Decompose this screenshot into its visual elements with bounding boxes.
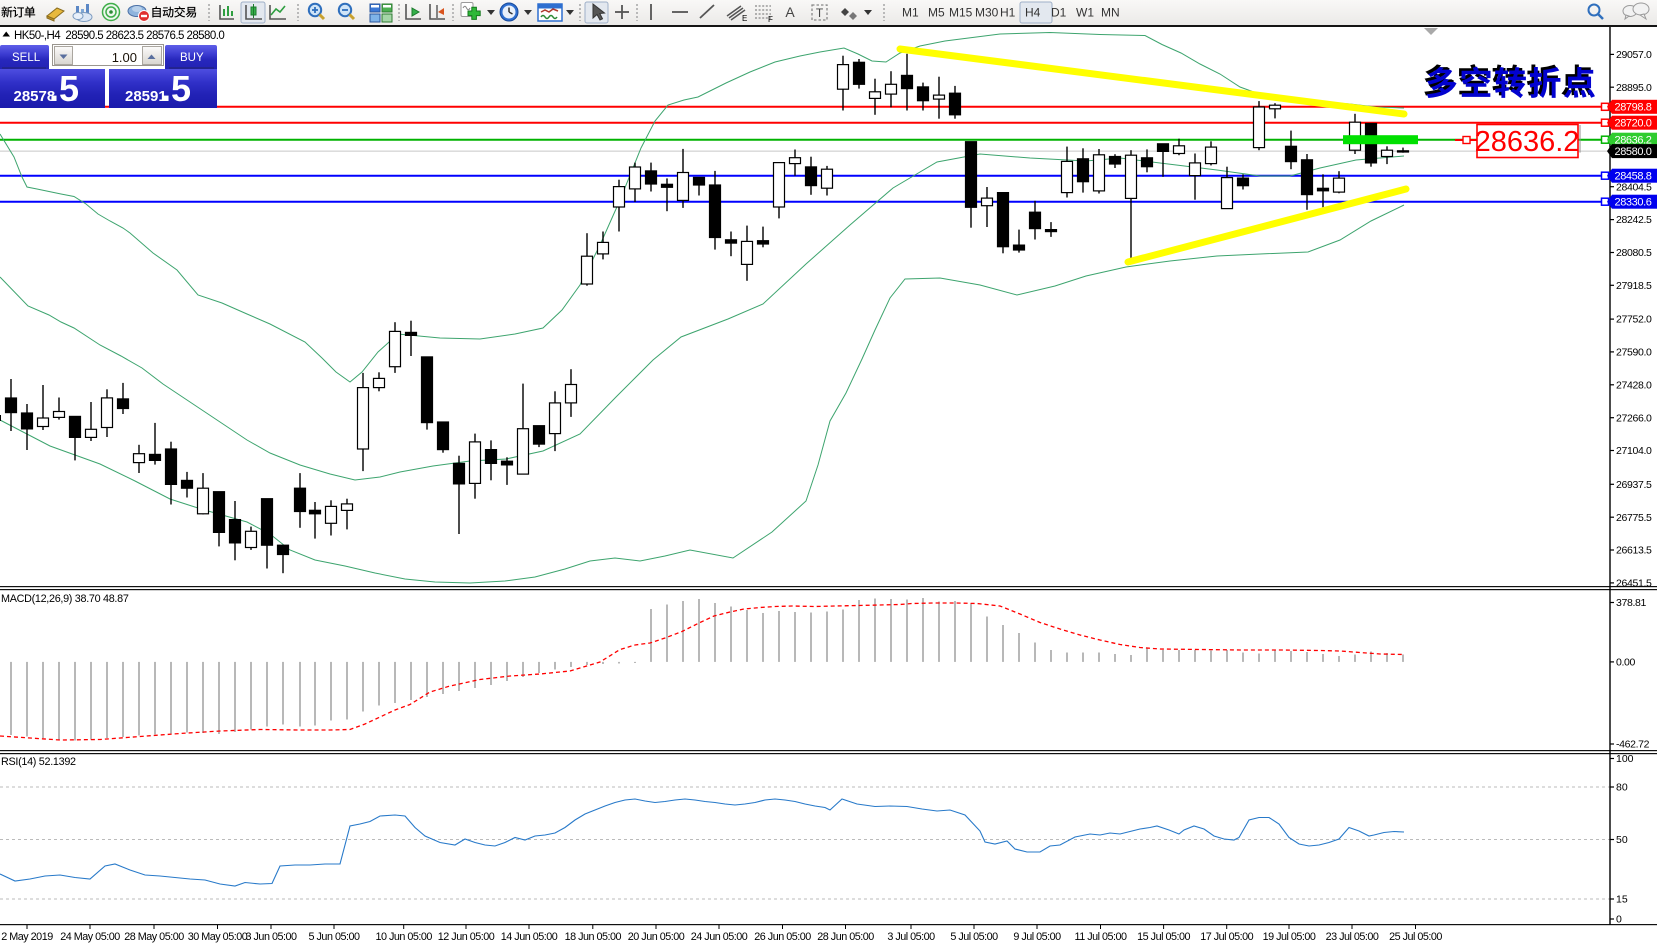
svg-text:27918.5: 27918.5 (1616, 280, 1652, 292)
svg-text:27266.0: 27266.0 (1616, 412, 1652, 424)
svg-text:3 Jun 05:00: 3 Jun 05:00 (246, 931, 297, 943)
svg-text:28 Jun 05:00: 28 Jun 05:00 (817, 931, 874, 943)
svg-text:HK50-,H4 28590.5 28623.5 2857: HK50-,H4 28590.5 28623.5 28576.5 28580.0 (14, 30, 224, 42)
svg-text:3 Jul 05:00: 3 Jul 05:00 (887, 931, 935, 943)
svg-text:26451.5: 26451.5 (1616, 578, 1652, 590)
svg-text:20 Jun 05:00: 20 Jun 05:00 (628, 931, 685, 943)
svg-text:MACD(12,26,9) 38.70 48.87: MACD(12,26,9) 38.70 48.87 (1, 593, 129, 605)
svg-text:M15: M15 (949, 6, 973, 20)
svg-text:H4: H4 (1025, 6, 1041, 20)
svg-text:28080.5: 28080.5 (1616, 247, 1652, 259)
svg-text:24 Jun 05:00: 24 Jun 05:00 (691, 931, 748, 943)
svg-text:5 Jul 05:00: 5 Jul 05:00 (950, 931, 998, 943)
svg-text:12 Jun 05:00: 12 Jun 05:00 (438, 931, 495, 943)
svg-text:M5: M5 (928, 6, 945, 20)
svg-text:23 Jul 05:00: 23 Jul 05:00 (1326, 931, 1379, 943)
svg-text:27752.0: 27752.0 (1616, 314, 1652, 326)
svg-text:14 Jun 05:00: 14 Jun 05:00 (501, 931, 558, 943)
svg-text:28798.8: 28798.8 (1615, 102, 1652, 114)
svg-text:28404.5: 28404.5 (1616, 181, 1652, 193)
svg-text:9 Jul 05:00: 9 Jul 05:00 (1013, 931, 1061, 943)
svg-text:28895.0: 28895.0 (1616, 82, 1652, 94)
svg-text:5 Jun 05:00: 5 Jun 05:00 (309, 931, 360, 943)
svg-text:28242.5: 28242.5 (1616, 214, 1652, 226)
svg-text:25 Jul 05:00: 25 Jul 05:00 (1389, 931, 1442, 943)
svg-text:D1: D1 (1051, 6, 1067, 20)
svg-text:26 Jun 05:00: 26 Jun 05:00 (754, 931, 811, 943)
svg-text:28 May 05:00: 28 May 05:00 (124, 931, 184, 943)
svg-text:MN: MN (1101, 6, 1120, 20)
svg-text:M1: M1 (902, 6, 919, 20)
svg-text:17 Jul 05:00: 17 Jul 05:00 (1200, 931, 1253, 943)
svg-text:28720.0: 28720.0 (1615, 118, 1652, 130)
svg-text:26613.5: 26613.5 (1616, 545, 1652, 557)
svg-text:19 Jul 05:00: 19 Jul 05:00 (1263, 931, 1316, 943)
svg-text:378.81: 378.81 (1616, 597, 1647, 609)
svg-text:-462.72: -462.72 (1616, 739, 1650, 751)
svg-text:E: E (742, 14, 747, 23)
svg-text:F: F (768, 15, 773, 24)
svg-text:80: 80 (1616, 782, 1628, 794)
svg-text:26937.5: 26937.5 (1616, 479, 1652, 491)
svg-text:28580.0: 28580.0 (1615, 146, 1652, 158)
svg-text:15 Jul 05:00: 15 Jul 05:00 (1137, 931, 1190, 943)
svg-text:0.00: 0.00 (1616, 657, 1636, 669)
svg-text:28330.6: 28330.6 (1615, 197, 1652, 209)
svg-text:27104.0: 27104.0 (1616, 445, 1652, 457)
svg-text:30 May 05:00: 30 May 05:00 (188, 931, 248, 943)
svg-text:26775.5: 26775.5 (1616, 512, 1652, 524)
svg-text:28636.2: 28636.2 (1475, 126, 1580, 158)
svg-text:A: A (785, 4, 795, 20)
svg-text:29057.0: 29057.0 (1616, 49, 1652, 61)
svg-text:2 May 2019: 2 May 2019 (1, 931, 53, 943)
svg-text:28636.2: 28636.2 (1615, 135, 1652, 147)
svg-text:RSI(14) 52.1392: RSI(14) 52.1392 (1, 756, 76, 768)
svg-text:50: 50 (1616, 834, 1628, 846)
svg-text:24 May 05:00: 24 May 05:00 (60, 931, 120, 943)
svg-text:27590.0: 27590.0 (1616, 347, 1652, 359)
svg-text:27428.0: 27428.0 (1616, 379, 1652, 391)
svg-text:0: 0 (1616, 914, 1622, 926)
svg-text:100: 100 (1616, 753, 1634, 765)
svg-text:18 Jun 05:00: 18 Jun 05:00 (565, 931, 622, 943)
svg-text:H1: H1 (1000, 6, 1016, 20)
svg-text:W1: W1 (1076, 6, 1094, 20)
svg-text:15: 15 (1616, 894, 1628, 906)
svg-text:11 Jul 05:00: 11 Jul 05:00 (1074, 931, 1127, 943)
svg-text:28458.8: 28458.8 (1615, 171, 1652, 183)
svg-text:T: T (816, 6, 824, 20)
svg-text:M30: M30 (975, 6, 999, 20)
svg-text:10 Jun 05:00: 10 Jun 05:00 (375, 931, 432, 943)
